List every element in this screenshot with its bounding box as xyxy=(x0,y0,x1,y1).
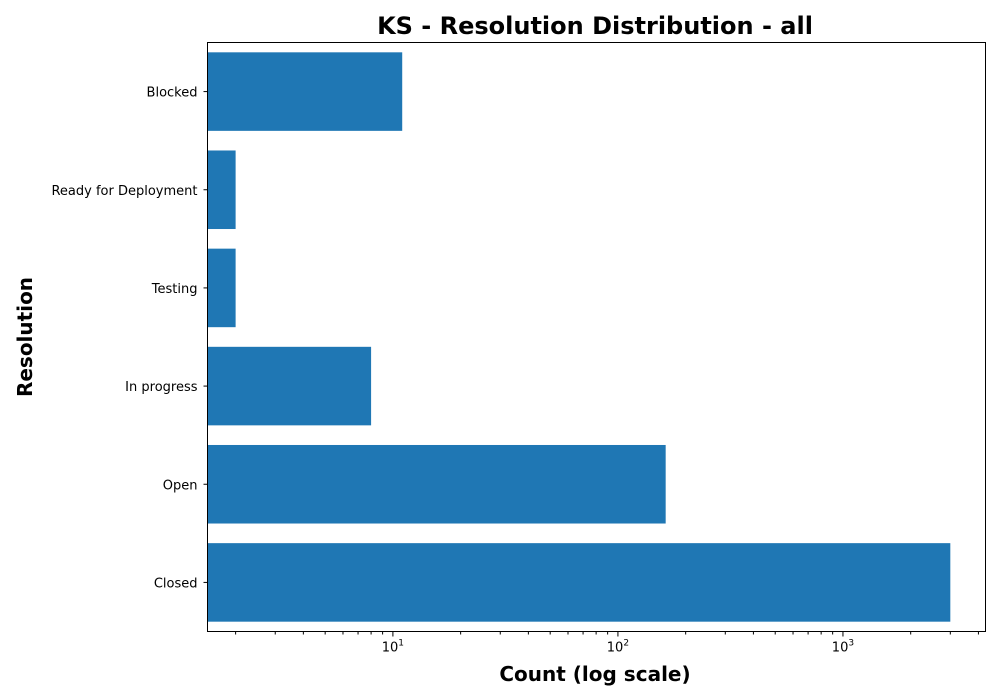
y-tick-label-closed: Closed xyxy=(154,576,198,591)
chart-title: KS - Resolution Distribution - all xyxy=(377,12,813,40)
bars-layer xyxy=(207,52,951,622)
x-tick-label-10: 101 xyxy=(382,639,404,656)
ticks-layer: Closed Open In progress Testing Ready for De… xyxy=(51,86,979,656)
bar-open xyxy=(207,444,666,524)
plot-frame xyxy=(207,42,986,632)
y-tick-label-open: Open xyxy=(163,478,198,493)
bar-closed xyxy=(207,543,951,622)
y-axis-label: Resolution xyxy=(13,277,37,397)
x-axis-label: Count (log scale) xyxy=(499,662,690,686)
y-tick-label-testing: Testing xyxy=(151,282,198,297)
bar-in-progress xyxy=(207,346,372,426)
plot-area: Closed Open In progress Testing Ready for De… xyxy=(51,42,986,656)
y-tick-label-ready-for-deployment: Ready for Deployment xyxy=(51,184,197,199)
bar-testing xyxy=(207,248,236,328)
x-tick-label-100: 102 xyxy=(607,639,629,656)
y-tick-label-blocked: Blocked xyxy=(147,86,198,101)
bar-blocked xyxy=(207,52,403,131)
bar-ready-for-deployment xyxy=(207,150,236,230)
y-tick-label-in-progress: In progress xyxy=(125,380,198,395)
x-tick-label-1000: 103 xyxy=(832,639,854,656)
